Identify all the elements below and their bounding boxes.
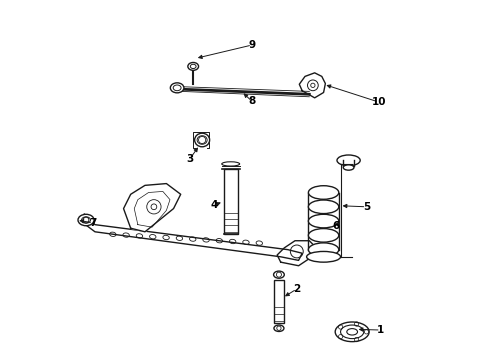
Text: 6: 6 [333, 221, 340, 231]
Bar [273, 280, 284, 323]
Text: 9: 9 [248, 40, 256, 50]
Ellipse shape [78, 214, 94, 226]
Ellipse shape [308, 243, 339, 256]
Ellipse shape [308, 229, 339, 242]
Polygon shape [123, 184, 181, 232]
Text: 8: 8 [248, 96, 256, 107]
Ellipse shape [171, 83, 184, 93]
Text: 4: 4 [211, 200, 219, 210]
Text: 5: 5 [363, 202, 370, 212]
Polygon shape [81, 214, 302, 260]
Ellipse shape [273, 271, 284, 278]
Ellipse shape [274, 325, 284, 332]
Ellipse shape [337, 155, 360, 166]
Text: 7: 7 [90, 218, 97, 228]
Ellipse shape [308, 200, 339, 213]
Ellipse shape [308, 186, 339, 199]
Ellipse shape [335, 322, 369, 342]
Text: 2: 2 [293, 284, 300, 294]
Ellipse shape [307, 251, 341, 262]
Polygon shape [299, 73, 325, 98]
Text: 3: 3 [186, 154, 193, 164]
Bar [223, 169, 238, 234]
Text: 10: 10 [372, 97, 386, 107]
Ellipse shape [343, 165, 354, 170]
Ellipse shape [308, 214, 339, 228]
Ellipse shape [195, 133, 210, 147]
Text: 1: 1 [377, 325, 384, 335]
Polygon shape [277, 241, 317, 266]
Ellipse shape [188, 63, 198, 70]
Ellipse shape [222, 162, 240, 166]
